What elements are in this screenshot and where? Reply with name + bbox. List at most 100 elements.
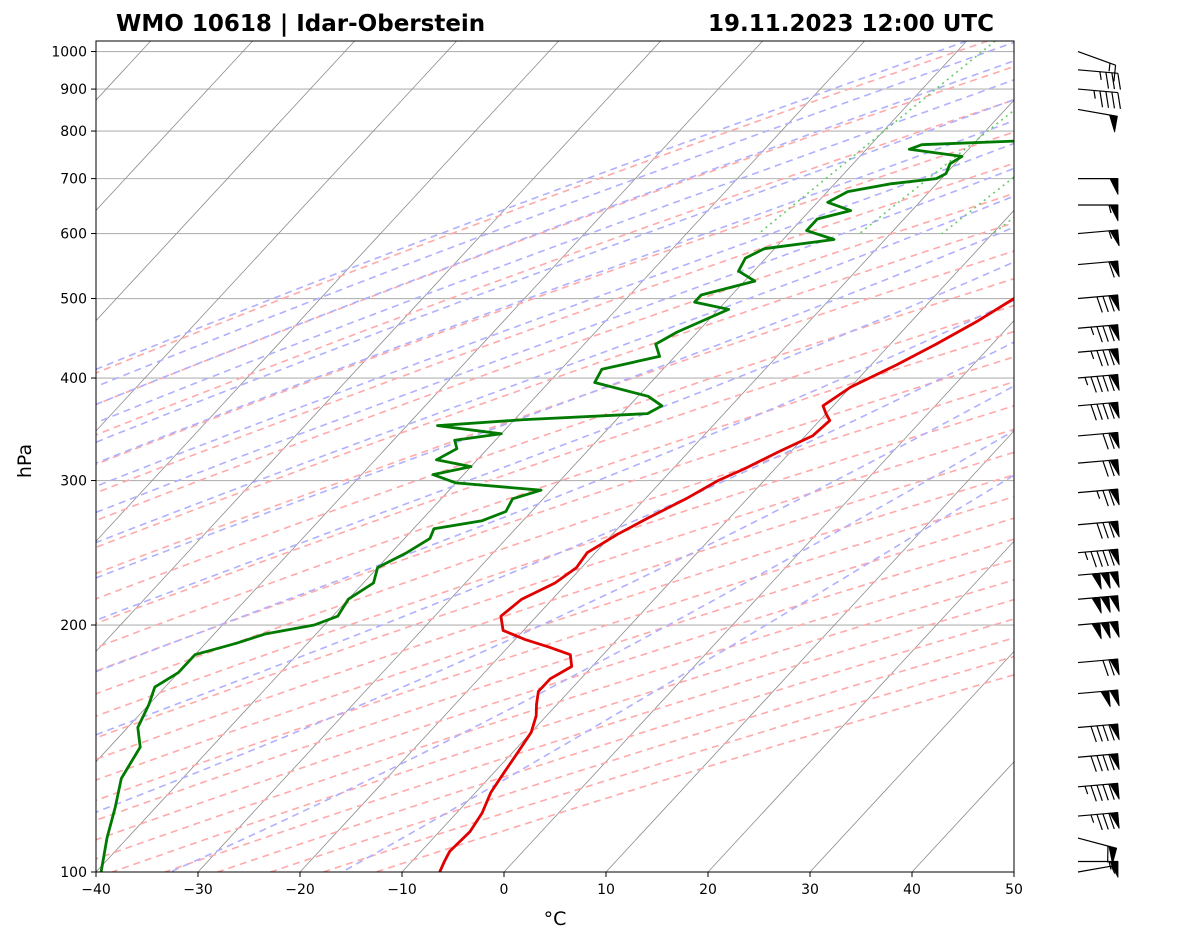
wind-barb-full: [1108, 813, 1115, 830]
y-tick-label: 500: [60, 292, 87, 308]
wind-barb-flag: [1109, 488, 1120, 506]
dry-adiabat-line: [96, 495, 1014, 802]
wind-barb-full: [1090, 726, 1097, 743]
wind-barb-staff: [1077, 50, 1116, 66]
wind-barb-flag: [1109, 548, 1120, 566]
wind-barb-flag: [1109, 229, 1120, 247]
dry-adiabat-line: [96, 162, 1014, 494]
isotherm-line: [96, 41, 559, 542]
wind-barb-flag: [1109, 520, 1120, 538]
isotherm-line: [96, 41, 253, 211]
wind-barb-flag: [1109, 374, 1120, 391]
wind-barb-full: [1096, 522, 1103, 539]
wind-barb-full: [1102, 550, 1109, 567]
x-tick-label: 10: [597, 882, 615, 898]
y-tick-label: 800: [60, 124, 87, 140]
wind-barb-full: [1096, 784, 1103, 801]
wind-barb-full: [1111, 72, 1116, 90]
wind-barb-half: [1108, 204, 1112, 214]
wind-barb-staff: [1077, 88, 1118, 94]
wind-barb-full: [1102, 725, 1109, 742]
isotherm-line: [707, 540, 1014, 872]
isotherm-line: [299, 99, 1014, 872]
mixing-ratio-lines: [758, 41, 1181, 235]
wind-barb-full: [1102, 349, 1109, 366]
wind-barbs: [1077, 50, 1122, 878]
wind-barb-full: [1096, 755, 1103, 772]
dry-adiabat-line: [96, 221, 1014, 549]
wind-barb-flag: [1109, 689, 1120, 707]
wind-barb: [1077, 431, 1120, 450]
y-tick-label: 400: [60, 371, 87, 387]
wind-barb: [1077, 753, 1120, 772]
wind-barb-flag: [1109, 782, 1120, 800]
wind-barb-full: [1108, 754, 1115, 771]
wind-barb: [1077, 294, 1120, 313]
wind-barb: [1078, 860, 1119, 878]
dry-adiabat-line: [96, 330, 1014, 649]
plot-frame: [95, 40, 1015, 873]
wind-barb-full: [1108, 549, 1115, 566]
wind-barb-full: [1108, 489, 1115, 506]
wind-barb-half: [1108, 63, 1111, 72]
wind-barb-half: [1084, 551, 1089, 561]
wind-barb-full: [1102, 375, 1109, 392]
wind-barb-full: [1090, 755, 1097, 772]
wind-barb: [1077, 488, 1120, 507]
isotherm-line: [503, 320, 1014, 872]
wind-barb-half: [1090, 326, 1095, 336]
wind-barb-flag: [1109, 348, 1120, 365]
wind-barb-full: [1105, 72, 1110, 89]
wind-barb: [1077, 689, 1120, 708]
wind-barb: [1077, 864, 1118, 874]
wind-barb-flag: [1109, 294, 1120, 312]
mixing-ratio-line: [1126, 41, 1181, 234]
dry-adiabat-line: [96, 65, 1014, 406]
wind-barb-full: [1090, 551, 1097, 568]
wind-barb: [1077, 811, 1120, 831]
wind-barb-full: [1105, 91, 1110, 108]
moist-adiabat-line: [96, 98, 1014, 444]
y-tick-label: 900: [60, 82, 87, 98]
isotherm-line: [1013, 871, 1014, 872]
wind-barb-half: [1084, 786, 1089, 795]
dry-adiabat-line: [96, 451, 1014, 761]
dry-adiabat-line: [96, 131, 1014, 466]
wind-barb-half: [1084, 377, 1089, 386]
wind-barb-full: [1108, 295, 1115, 312]
wind-barb-full: [1108, 375, 1115, 392]
wind-barb-full: [1102, 813, 1109, 830]
isotherm-line: [197, 41, 967, 872]
x-tick-label: 0: [500, 882, 509, 898]
chart-title-station: WMO 10618 | Idar-Oberstein: [116, 11, 485, 37]
moist-adiabat-line: [96, 41, 967, 371]
wind-barb-full: [1102, 522, 1109, 539]
moist-adiabat-line: [96, 226, 1014, 579]
x-tick-label: −30: [183, 882, 213, 898]
wind-barb-full: [1108, 261, 1115, 278]
moist-adiabat-line: [96, 167, 1014, 514]
moist-adiabat-line: [96, 78, 1014, 424]
moist-adiabat-lines: [96, 41, 1014, 872]
isotherm-line: [96, 41, 457, 432]
wind-barb-flag: [1109, 178, 1119, 195]
wind-barb-half: [1093, 90, 1096, 99]
wind-barb-full: [1108, 402, 1115, 419]
wind-barb: [1077, 782, 1120, 802]
wind-barb: [1077, 260, 1120, 278]
mixing-ratio-line: [941, 176, 1014, 235]
dry-adiabat-line: [96, 277, 1014, 600]
moist-adiabat-line: [169, 429, 1014, 872]
moist-adiabat-line: [96, 195, 1014, 544]
wind-barb: [1077, 324, 1120, 343]
wind-barb-full: [1117, 73, 1122, 90]
wind-barb-flag: [1100, 690, 1111, 708]
wind-barb-staff: [1077, 69, 1118, 74]
isotherm-line: [96, 41, 661, 653]
isotherm-lines: [96, 41, 1014, 872]
wind-barb-full: [1108, 659, 1115, 676]
moist-adiabat-line: [96, 59, 1014, 406]
wind-barb: [1077, 401, 1120, 421]
dry-adiabat-lines: [96, 41, 1014, 872]
wind-barb-flag: [1109, 658, 1120, 676]
